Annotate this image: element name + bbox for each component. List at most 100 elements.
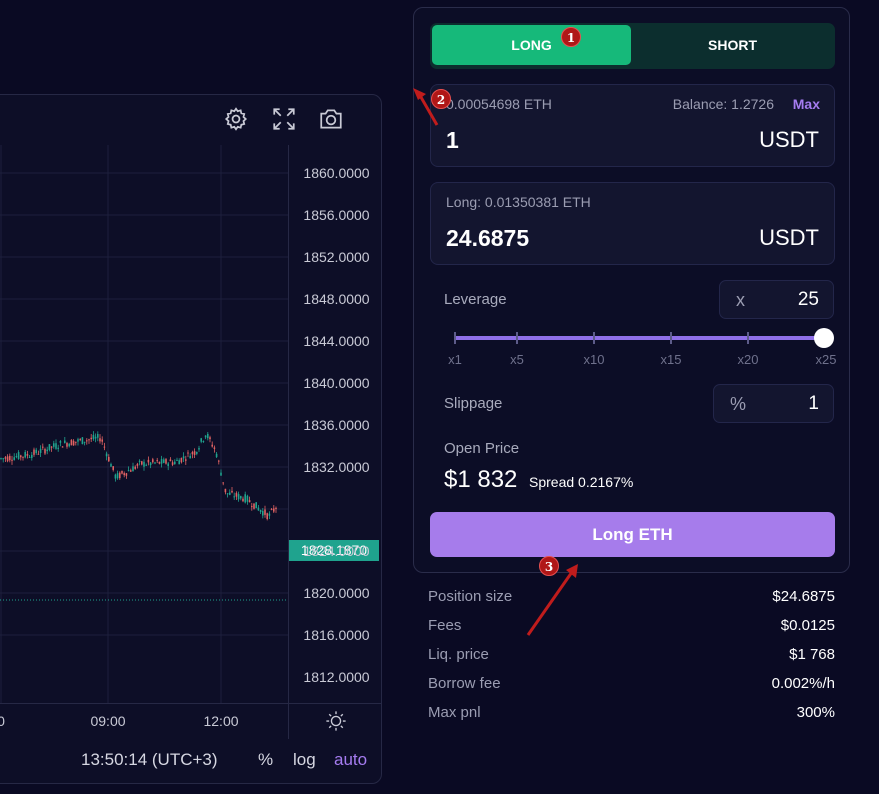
- axis-separator: [288, 703, 289, 739]
- candle-body: [257, 507, 260, 511]
- candle-body: [253, 503, 255, 509]
- short-tab[interactable]: SHORT: [708, 37, 757, 53]
- summary-value: $24.6875: [772, 588, 835, 605]
- candle-body: [130, 470, 132, 472]
- summary-key: Borrow fee: [428, 675, 501, 692]
- candle-body: [149, 462, 152, 466]
- leverage-input[interactable]: x 25: [719, 280, 834, 319]
- annotation-badge-2: 2: [431, 89, 451, 109]
- candle-body: [158, 461, 161, 464]
- price-tick: 1852.0000: [303, 249, 370, 265]
- slider-notch: [747, 332, 749, 344]
- candle-body: [9, 455, 11, 461]
- price-tick: 1836.0000: [303, 417, 370, 433]
- candle-body: [123, 473, 125, 476]
- candle-body: [83, 441, 86, 443]
- candle-body: [255, 502, 257, 509]
- slider-notch: [670, 332, 672, 344]
- candle-body: [24, 451, 26, 458]
- candle-body: [119, 472, 121, 479]
- price-tick: 1812.0000: [303, 669, 370, 685]
- candle-body: [127, 470, 130, 472]
- candle-body: [154, 462, 156, 464]
- candle-body: [215, 453, 218, 458]
- leverage-slider-track[interactable]: [454, 336, 825, 340]
- chart-footer: 13:50:14 (UTC+3) % log auto: [0, 739, 381, 783]
- candle-body: [39, 448, 42, 453]
- auto-scale-button[interactable]: auto: [334, 750, 368, 769]
- pay-amount-input[interactable]: 1: [446, 127, 459, 153]
- candlestick-plot[interactable]: [0, 145, 288, 703]
- summary-key: Max pnl: [428, 704, 481, 721]
- candle-body: [28, 456, 31, 458]
- candle-body: [235, 492, 238, 497]
- time-tick: 12:00: [203, 713, 239, 729]
- candlestick-svg: [0, 145, 288, 703]
- candle-body: [270, 508, 273, 510]
- candle-body: [171, 462, 174, 465]
- candle-body: [229, 492, 231, 495]
- slippage-input[interactable]: % 1: [713, 384, 834, 423]
- trade-panel: LONG SHORT 0.00054698 ETH Balance: 1.272…: [413, 7, 850, 573]
- candle-body: [11, 459, 13, 461]
- candle-body: [196, 451, 198, 454]
- candle-body: [64, 440, 66, 443]
- candle-body: [31, 454, 33, 458]
- gear-icon[interactable]: [223, 106, 249, 132]
- slippage-prefix: %: [730, 394, 747, 414]
- candle-body: [75, 441, 77, 443]
- price-tick: 1816.0000: [303, 627, 370, 643]
- candle-body: [182, 456, 185, 459]
- annotation-badge-1: 1: [561, 27, 581, 47]
- candle-body: [59, 441, 62, 443]
- current-price-label: 1828.1870: [289, 540, 379, 561]
- chart-clock: 13:50:14 (UTC+3): [81, 750, 218, 769]
- sun-icon[interactable]: [325, 710, 347, 732]
- open-price-label: Open Price: [444, 440, 520, 457]
- leverage-label: Leverage: [444, 291, 507, 308]
- candle-body: [266, 513, 268, 520]
- max-button[interactable]: Max: [792, 96, 820, 112]
- pay-input-box[interactable]: 0.00054698 ETH Balance: 1.2726 Max 1 USD…: [430, 84, 835, 167]
- candle-body: [143, 461, 145, 467]
- receive-amount-input[interactable]: 24.6875: [446, 225, 530, 251]
- long-eth-equivalent: Long: 0.01350381 ETH: [446, 194, 591, 210]
- log-scale-button[interactable]: log: [293, 750, 316, 769]
- side-toggle: LONG SHORT: [430, 23, 835, 69]
- time-tick: 0: [0, 713, 5, 729]
- time-tick: 09:00: [90, 713, 126, 729]
- price-tick: 1824.0000: [303, 543, 370, 559]
- camera-icon[interactable]: [318, 106, 344, 132]
- summary-key: Position size: [428, 588, 513, 605]
- candle-body: [81, 437, 84, 445]
- candle-body: [86, 440, 88, 442]
- candle-body: [145, 464, 147, 466]
- long-tab[interactable]: LONG: [432, 25, 631, 65]
- summary-row: Fees $0.0125: [428, 617, 835, 637]
- percent-scale-button[interactable]: %: [258, 750, 274, 769]
- candle-body: [125, 473, 128, 476]
- candle-body: [88, 439, 90, 441]
- leverage-slider-thumb[interactable]: [814, 328, 834, 348]
- candle-body: [233, 496, 235, 498]
- slider-notch: [593, 332, 595, 344]
- pay-eth-equivalent: 0.00054698 ETH: [446, 96, 552, 112]
- time-axis[interactable]: 0 09:00 12:00: [0, 703, 381, 739]
- fullscreen-icon[interactable]: [271, 106, 297, 132]
- candle-body: [147, 459, 150, 463]
- leverage-value: 25: [797, 289, 819, 310]
- candle-body: [42, 446, 44, 448]
- candle-body: [218, 460, 220, 462]
- candle-body: [156, 460, 158, 462]
- receive-input-box[interactable]: Long: 0.01350381 ETH 24.6875 USDT: [430, 182, 835, 265]
- candle-body: [116, 473, 119, 479]
- candle-body: [152, 459, 154, 463]
- long-eth-button[interactable]: Long ETH: [430, 512, 835, 557]
- summary-row: Liq. price $1 768: [428, 646, 835, 666]
- price-tick: 1844.0000: [303, 333, 370, 349]
- candle-body: [48, 444, 51, 450]
- price-axis[interactable]: 1828.1870 1860.0000 1856.0000 1852.0000 184…: [288, 145, 381, 703]
- candle-body: [46, 449, 48, 452]
- candle-body: [103, 446, 106, 448]
- candle-body: [53, 443, 55, 447]
